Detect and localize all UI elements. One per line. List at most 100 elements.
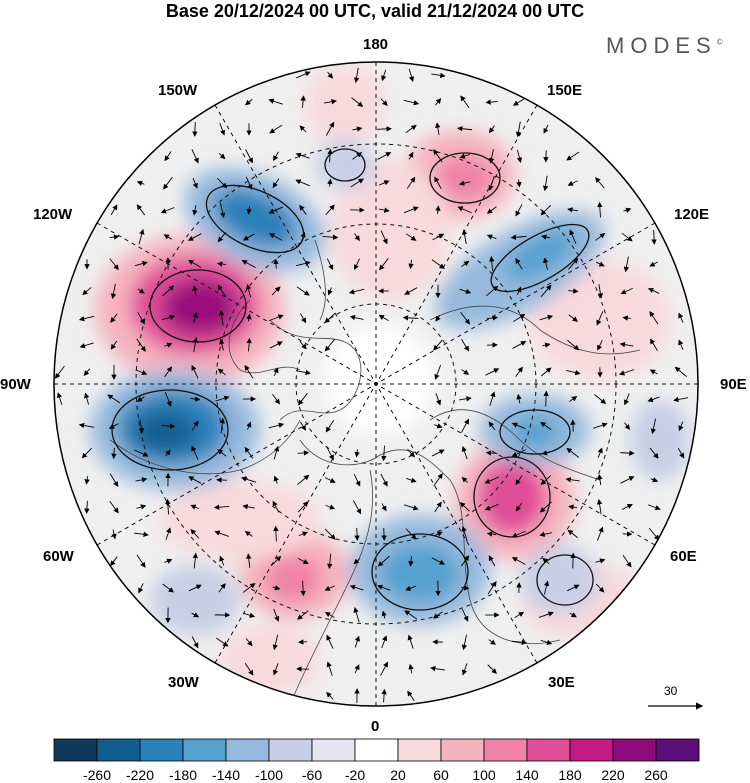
wind-vector-arrow [192, 312, 198, 324]
lon-label-90e: 90E [720, 376, 747, 393]
wind-vector-arrow [514, 611, 525, 619]
wind-vector-arrow [246, 337, 252, 352]
wind-vector-arrow [79, 342, 94, 349]
wind-vector-arrow [163, 234, 172, 240]
wind-vector-arrow [461, 369, 470, 375]
map-disk [54, 62, 698, 706]
wind-vector-arrow [191, 420, 199, 431]
wind-vector-arrow [110, 340, 118, 350]
wind-vector-arrow [647, 288, 660, 294]
wind-vector-arrow [326, 691, 334, 700]
wind-vector-arrow [296, 286, 310, 296]
wind-vector-arrow [353, 67, 360, 84]
wind-vector-arrow [435, 98, 442, 106]
wind-vector-arrow [295, 179, 311, 187]
wind-vector-arrow [218, 309, 225, 326]
wind-vector-arrow [188, 476, 202, 484]
wind-vector-arrow [403, 99, 420, 106]
wind-vector-arrow [273, 475, 279, 484]
wind-vector-arrow [191, 149, 199, 164]
wind-vector-arrow [543, 257, 549, 270]
wind-vector-arrow [272, 585, 281, 591]
lon-label-60w: 60W [43, 548, 74, 565]
wind-vector-arrow [621, 232, 633, 242]
wind-vector-arrow [566, 151, 580, 161]
wind-vector-arrow [434, 423, 443, 429]
wind-vector-arrow [273, 445, 280, 460]
wind-vector-arrow [134, 449, 149, 457]
wind-vector-arrow [461, 525, 468, 542]
lon-label-150e: 150E [547, 82, 583, 99]
wind-vector-arrow [568, 504, 578, 510]
wind-vector-arrow [597, 284, 604, 299]
wind-vector-arrow [433, 149, 443, 163]
wind-vector-arrow [300, 580, 306, 597]
wind-vector-arrow [568, 288, 579, 294]
wind-vector-arrow [540, 367, 552, 377]
colorbar-swatch [182, 738, 227, 762]
colorbar-swatch [53, 738, 98, 762]
wind-vector-arrow [299, 125, 307, 133]
colorbar-tick-label: 100 [472, 767, 496, 783]
wind-vector-arrow [461, 634, 468, 651]
wind-vector-arrow [214, 530, 229, 537]
wind-vector-arrow [433, 339, 443, 351]
wind-vector-arrow [649, 261, 659, 267]
wind-vector-arrow [54, 365, 65, 379]
wind-vector-arrow [376, 584, 391, 591]
colorbar-tick-label: 140 [515, 767, 539, 783]
wind-vector-arrow [324, 477, 336, 483]
wind-vector-arrow [489, 256, 495, 272]
wind-vector-arrow [516, 149, 523, 164]
wind-vector-arrow [216, 261, 227, 267]
wind-vector-arrow [272, 393, 281, 405]
wind-vector-arrow [327, 553, 333, 570]
wind-vector-arrow [244, 531, 253, 537]
wind-vector-arrow [461, 608, 469, 622]
wind-vector-arrow [241, 260, 256, 268]
wind-vector-arrow [620, 476, 635, 484]
wind-vector-arrow [138, 419, 145, 434]
wind-vector-arrow [213, 504, 230, 510]
wind-vector-arrow [215, 395, 230, 402]
wind-vector-arrow [218, 583, 226, 593]
wind-vector-arrow [82, 287, 92, 296]
wind-vector-arrow [216, 637, 229, 647]
wind-vector-arrow [163, 176, 173, 190]
graticule [54, 62, 698, 706]
lon-label-180: 180 [363, 36, 389, 53]
lon-label-120e: 120E [674, 206, 710, 223]
wind-vector-arrow [268, 314, 284, 322]
wind-vector-arrow [164, 558, 173, 564]
wind-vector-arrow [568, 257, 579, 270]
wind-vector-arrow [543, 390, 549, 407]
wind-vector-arrow [408, 556, 414, 567]
wind-vector-arrow [245, 283, 252, 298]
wind-vector-arrow [461, 229, 468, 244]
wind-vector-arrow [648, 527, 660, 541]
wind-vector-arrow [326, 446, 334, 461]
wind-vector-arrow [512, 98, 525, 106]
wind-vector-arrow [540, 475, 552, 486]
colorbar-tick-label: -140 [211, 767, 241, 783]
wind-vector-arrow [354, 233, 360, 242]
wind-vector-arrow [164, 366, 173, 378]
wind-vector-arrow [485, 450, 498, 456]
wind-vector-arrow [408, 151, 414, 160]
wind-vector-arrow [327, 148, 333, 163]
wind-vector-arrow [299, 313, 307, 324]
wind-vector-arrow [192, 205, 198, 216]
wind-vector-arrow [596, 311, 604, 326]
colorbar-tick-label: 60 [433, 767, 449, 783]
wind-vector-arrow [543, 580, 550, 595]
lon-label-150w: 150W [158, 82, 198, 99]
wind-vector-arrow [434, 501, 442, 512]
wind-vector-arrow [515, 121, 522, 138]
wind-vector-arrow [623, 256, 630, 273]
wind-vector-arrow [678, 339, 684, 350]
wind-vector-arrow [486, 531, 497, 537]
colorbar-swatch [311, 738, 356, 762]
wind-vector-arrow [430, 665, 446, 672]
wind-vector-arrow [512, 341, 527, 349]
wind-vector-arrow [246, 421, 252, 430]
